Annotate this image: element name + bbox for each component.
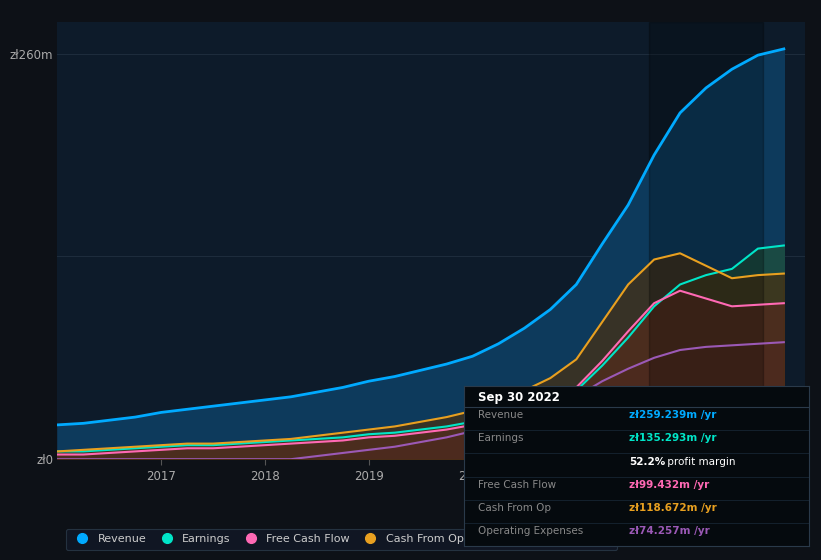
Text: zł135.293m /yr: zł135.293m /yr — [630, 433, 717, 444]
Text: zł259.239m /yr: zł259.239m /yr — [630, 410, 717, 420]
Text: Cash From Op: Cash From Op — [478, 503, 551, 513]
Text: zł99.432m /yr: zł99.432m /yr — [630, 480, 709, 489]
Text: Earnings: Earnings — [478, 433, 523, 444]
Bar — [649, 22, 763, 459]
Text: Sep 30 2022: Sep 30 2022 — [478, 391, 560, 404]
Text: profit margin: profit margin — [664, 456, 736, 466]
Text: Revenue: Revenue — [478, 410, 523, 420]
Text: Free Cash Flow: Free Cash Flow — [478, 480, 556, 489]
Text: 52.2%: 52.2% — [630, 456, 666, 466]
Text: zł74.257m /yr: zł74.257m /yr — [630, 526, 710, 536]
Text: Operating Expenses: Operating Expenses — [478, 526, 583, 536]
Legend: Revenue, Earnings, Free Cash Flow, Cash From Op, Operating Expenses: Revenue, Earnings, Free Cash Flow, Cash … — [66, 529, 617, 550]
Text: zł118.672m /yr: zł118.672m /yr — [630, 503, 717, 513]
